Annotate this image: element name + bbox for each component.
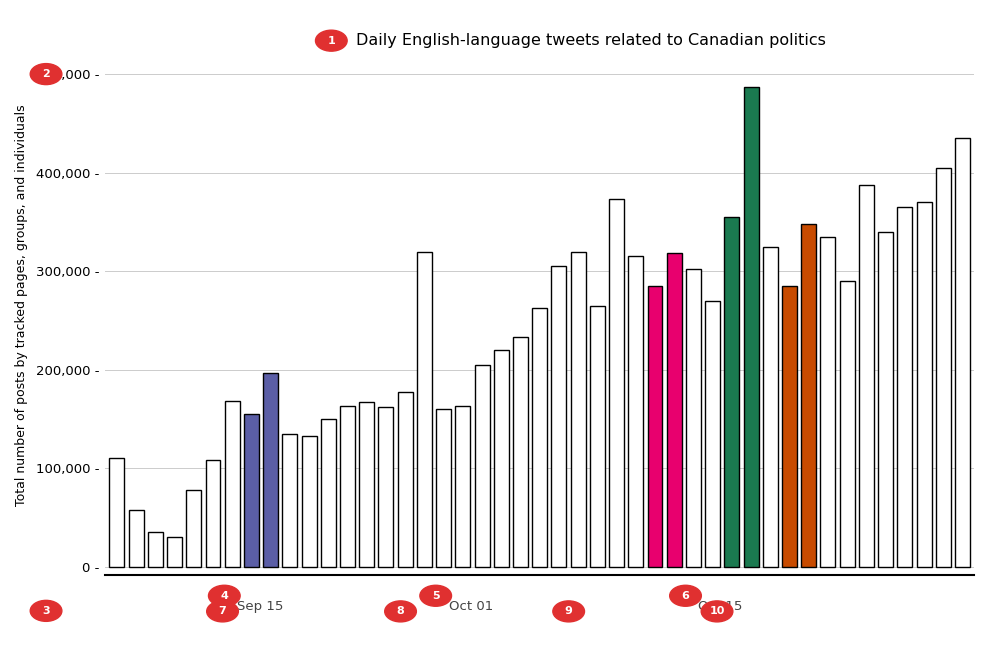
Text: 7: 7 [219, 606, 226, 617]
Bar [589, 306, 605, 567]
Bar [724, 217, 740, 567]
Bar [359, 402, 374, 567]
Bar [494, 350, 508, 567]
Text: Sep 15: Sep 15 [237, 600, 284, 613]
Bar [628, 256, 643, 567]
Bar [110, 459, 125, 567]
Bar [955, 138, 970, 567]
Bar [552, 266, 567, 567]
Bar [705, 301, 720, 567]
Bar [532, 308, 547, 567]
Bar [513, 337, 528, 567]
Bar [917, 202, 932, 567]
Text: 8: 8 [397, 606, 405, 617]
Bar [686, 269, 701, 567]
Bar [417, 251, 432, 567]
Bar [878, 232, 893, 567]
Bar [283, 434, 298, 567]
Text: 2: 2 [43, 69, 49, 79]
Bar [263, 373, 278, 567]
Bar [244, 414, 259, 567]
Bar [763, 247, 777, 567]
Bar [897, 207, 912, 567]
Bar [186, 490, 202, 567]
Text: Oct 01: Oct 01 [449, 600, 493, 613]
Bar [667, 253, 681, 567]
Bar [340, 406, 355, 567]
Bar [455, 406, 471, 567]
Bar [840, 281, 854, 567]
Bar [782, 286, 797, 567]
Text: 10: 10 [709, 606, 725, 617]
Text: 9: 9 [565, 606, 573, 617]
Bar [475, 365, 490, 567]
Bar [206, 461, 221, 567]
Text: Oct 15: Oct 15 [698, 600, 743, 613]
Bar [648, 286, 663, 567]
Bar [858, 186, 874, 567]
Bar [379, 407, 394, 567]
Bar [148, 533, 163, 567]
Text: 5: 5 [432, 591, 439, 601]
Bar [320, 419, 336, 567]
Text: 4: 4 [221, 591, 228, 601]
Bar [571, 251, 585, 567]
Bar [398, 392, 412, 567]
Text: 6: 6 [681, 591, 689, 601]
Bar [225, 401, 239, 567]
Text: 1: 1 [327, 35, 335, 46]
Bar [302, 436, 316, 567]
Text: 3: 3 [43, 606, 49, 616]
Bar [129, 510, 143, 567]
Bar [167, 537, 182, 567]
Bar [744, 87, 759, 567]
Text: Daily English-language tweets related to Canadian politics: Daily English-language tweets related to… [356, 33, 826, 48]
Bar [936, 168, 950, 567]
Bar [821, 237, 836, 567]
Bar [436, 409, 451, 567]
Bar [801, 224, 816, 567]
Y-axis label: Total number of posts by tracked pages, groups, and individuals: Total number of posts by tracked pages, … [15, 104, 28, 506]
Bar [609, 199, 624, 567]
